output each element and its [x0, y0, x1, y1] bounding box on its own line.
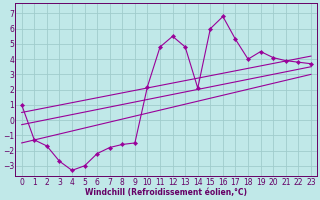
X-axis label: Windchill (Refroidissement éolien,°C): Windchill (Refroidissement éolien,°C) [85, 188, 247, 197]
